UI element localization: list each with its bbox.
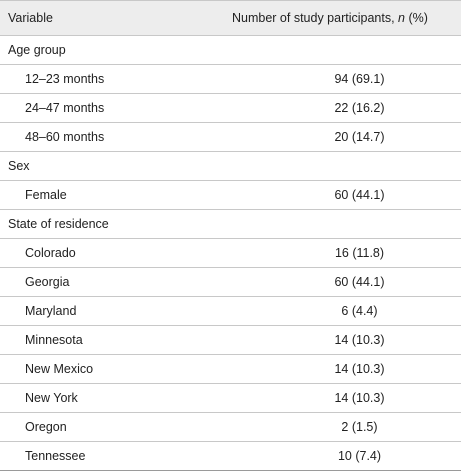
header-variable: Variable bbox=[0, 0, 258, 36]
row-value bbox=[258, 151, 461, 181]
table-row: State of residence bbox=[0, 209, 461, 239]
row-label: Colorado bbox=[0, 238, 258, 268]
table-row: Georgia 60 (44.1) bbox=[0, 267, 461, 297]
header-count-suffix: (%) bbox=[405, 11, 428, 25]
header-count-prefix: Number of study participants, bbox=[232, 11, 399, 25]
row-label: 48–60 months bbox=[0, 122, 258, 152]
table-body: Age group 12–23 months 94 (69.1) 24–47 mo… bbox=[0, 35, 461, 471]
table-header: Variable Number of study participants, n… bbox=[0, 0, 461, 36]
row-value: 14 (10.3) bbox=[258, 354, 461, 384]
table-row: Sex bbox=[0, 151, 461, 181]
row-value: 14 (10.3) bbox=[258, 383, 461, 413]
table-row: Female 60 (44.1) bbox=[0, 180, 461, 210]
row-value bbox=[258, 209, 461, 239]
table-row: 48–60 months 20 (14.7) bbox=[0, 122, 461, 152]
header-participants: Number of study participants, n (%) bbox=[232, 0, 461, 36]
header-count-n: n bbox=[398, 11, 405, 25]
group-label: Sex bbox=[0, 151, 258, 181]
table-row: Oregon 2 (1.5) bbox=[0, 412, 461, 442]
table-row: New Mexico 14 (10.3) bbox=[0, 354, 461, 384]
row-label: 24–47 months bbox=[0, 93, 258, 123]
group-label: State of residence bbox=[0, 209, 258, 239]
row-value: 22 (16.2) bbox=[258, 93, 461, 123]
table-row: 24–47 months 22 (16.2) bbox=[0, 93, 461, 123]
row-label: Minnesota bbox=[0, 325, 258, 355]
table-row: New York 14 (10.3) bbox=[0, 383, 461, 413]
row-value: 94 (69.1) bbox=[258, 64, 461, 94]
group-label: Age group bbox=[0, 35, 258, 65]
row-value: 16 (11.8) bbox=[258, 238, 461, 268]
header-row: Variable Number of study participants, n… bbox=[0, 0, 461, 36]
row-value: 60 (44.1) bbox=[258, 180, 461, 210]
row-label: New York bbox=[0, 383, 258, 413]
table-row: Maryland 6 (4.4) bbox=[0, 296, 461, 326]
table-row: 12–23 months 94 (69.1) bbox=[0, 64, 461, 94]
row-label: Maryland bbox=[0, 296, 258, 326]
row-value: 60 (44.1) bbox=[258, 267, 461, 297]
table-row: Age group bbox=[0, 35, 461, 65]
row-value bbox=[258, 35, 461, 65]
row-value: 14 (10.3) bbox=[258, 325, 461, 355]
row-label: Female bbox=[0, 180, 258, 210]
header-participants-text: Number of study participants, n (%) bbox=[232, 11, 428, 25]
row-label: Georgia bbox=[0, 267, 258, 297]
table-row: Colorado 16 (11.8) bbox=[0, 238, 461, 268]
row-value: 20 (14.7) bbox=[258, 122, 461, 152]
row-value: 2 (1.5) bbox=[258, 412, 461, 442]
row-label: Oregon bbox=[0, 412, 258, 442]
table-row: Minnesota 14 (10.3) bbox=[0, 325, 461, 355]
row-label: New Mexico bbox=[0, 354, 258, 384]
row-value: 6 (4.4) bbox=[258, 296, 461, 326]
row-label: 12–23 months bbox=[0, 64, 258, 94]
